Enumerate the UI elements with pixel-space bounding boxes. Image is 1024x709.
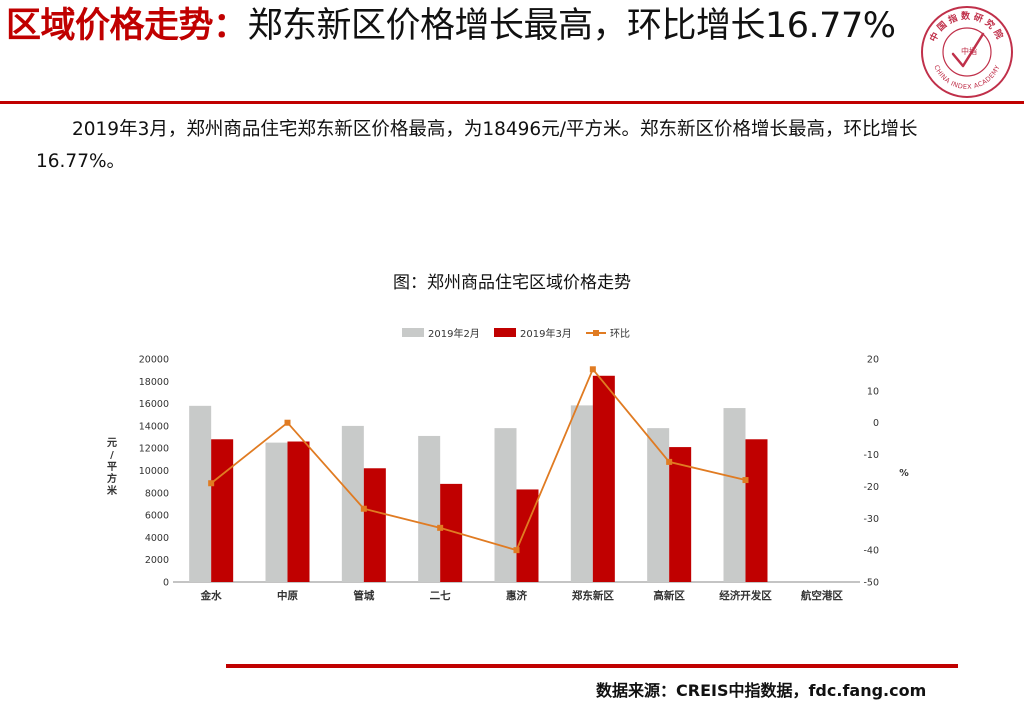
x-tick-label: 管城: [353, 589, 374, 602]
x-tick-label: 高新区: [653, 589, 685, 602]
body-text: 2019年3月，郑州商品住宅郑东新区价格最高，为18496元/平方米。郑东新区价…: [36, 119, 918, 172]
slide-title-red: 区域价格走势：: [6, 6, 248, 46]
line-point: [437, 524, 444, 531]
china-index-academy-logo: 中国指数研究院 CHINA INDEX ACADEMY 中指: [921, 6, 1013, 98]
bar: [723, 408, 746, 582]
y-tick-label: 8000: [145, 488, 169, 499]
chart-title: 图：郑州商品住宅区域价格走势: [393, 273, 631, 293]
line-series: [210, 367, 746, 552]
y2-tick-label: 0: [873, 418, 879, 429]
data-source: 数据来源：CREIS中指数据，fdc.fang.com: [596, 681, 927, 700]
y2-tick-label: 20: [867, 355, 879, 366]
x-tick-label: 航空港区: [801, 589, 843, 602]
x-tick-label: 二七: [430, 589, 451, 602]
x-tick-label: 郑东新区: [572, 589, 614, 602]
bar: [287, 441, 310, 582]
y2-tick-label: -40: [863, 546, 879, 557]
bar: [189, 405, 212, 582]
logo-outer-ring: [921, 6, 1013, 98]
bar: [341, 425, 364, 582]
bar: [418, 435, 441, 582]
y-tick-label: 18000: [139, 377, 169, 388]
line-point: [360, 505, 367, 512]
y-tick-label: 10000: [139, 466, 169, 477]
footer-rule: [226, 664, 958, 668]
logo-center-text: 中指: [961, 46, 977, 56]
legend-swatch-bar: [494, 328, 516, 337]
line-point: [742, 477, 749, 484]
y2-tick-label: -50: [863, 578, 879, 589]
y2-tick-label: 10: [867, 386, 879, 397]
y2-tick-label: -30: [863, 514, 879, 525]
y-tick-label: 0: [163, 578, 169, 589]
logo-inner-ring: [942, 27, 992, 77]
y-tick-label: 14000: [139, 421, 169, 432]
line-point: [666, 458, 673, 465]
y-tick-label: 6000: [145, 511, 169, 522]
x-tick-label: 经济开发区: [719, 589, 772, 602]
bar: [647, 428, 670, 582]
bar: [494, 428, 517, 582]
legend-label: 2019年2月: [428, 327, 480, 340]
line-point: [284, 419, 291, 426]
bar: [211, 439, 234, 582]
bar: [669, 447, 692, 582]
y-tick-label: 16000: [139, 399, 169, 410]
line-point: [208, 480, 215, 487]
line-point: [589, 366, 596, 373]
y-tick-label: 2000: [145, 555, 169, 566]
legend-swatch-bar: [402, 328, 424, 337]
x-tick-label: 中原: [277, 589, 298, 602]
x-tick-label: 金水: [200, 589, 222, 602]
y2-axis-label: %: [899, 468, 909, 479]
bar: [592, 375, 615, 582]
bar: [363, 468, 386, 582]
legend-label: 环比: [610, 328, 630, 340]
title-rule: [0, 101, 1024, 104]
y-axis-label-char: 米: [107, 484, 118, 497]
price-trend-chart: 2019年2月 2019年3月 环比 0 2000 4000 6000 8000 10000 12…: [107, 327, 909, 602]
logo-name-en: CHINA INDEX ACADEMY: [932, 64, 1001, 91]
legend-swatch-marker: [593, 330, 599, 336]
legend-label: 2019年3月: [520, 327, 572, 340]
x-tick-label: 惠济: [506, 589, 527, 602]
y-axis-label-char: 元: [107, 437, 117, 449]
slide-title: 区域价格走势：郑东新区价格增长最高，环比增长16.77%: [6, 2, 906, 50]
y-tick-label: 20000: [139, 355, 169, 366]
y2-tick-label: -20: [863, 482, 879, 493]
line-point: [513, 547, 520, 554]
bar: [440, 483, 463, 582]
y-axis-label-char: 平: [107, 461, 117, 473]
logo-check-mark: [951, 32, 985, 68]
y2-tick-label: -10: [863, 450, 879, 461]
y-axis-label-char: 方: [107, 472, 117, 485]
logo-name-top: 中国指数研究院: [927, 10, 1007, 44]
bar: [570, 405, 593, 582]
bar: [745, 439, 768, 582]
y-tick-label: 12000: [139, 444, 169, 455]
y-tick-label: 4000: [145, 533, 169, 544]
bar: [516, 489, 539, 582]
bar: [265, 442, 288, 582]
slide-title-black: 郑东新区价格增长最高，环比增长16.77%: [247, 6, 896, 46]
y-axis-label-char: /: [110, 450, 114, 461]
